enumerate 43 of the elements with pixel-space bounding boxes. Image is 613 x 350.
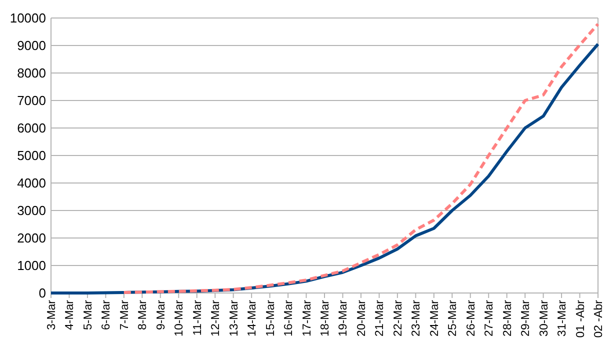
y-tick-label: 10000 (10, 10, 46, 26)
x-tick-label: 16-Mar (283, 300, 296, 336)
x-tick-label: 12-Mar (210, 300, 222, 336)
x-tick-label: 30-Mar (538, 300, 550, 336)
x-tick-label: 5-Mar (82, 300, 94, 330)
x-tick-label: 25-Mar (447, 300, 460, 336)
line-series (122, 22, 600, 294)
x-tick-label: 18-Mar (320, 300, 332, 336)
x-tick-label: 29-Mar (520, 300, 532, 336)
x-tick-label: 21-Mar (374, 300, 386, 336)
y-tick-label: 6000 (17, 120, 46, 136)
x-tick-label: 3-Mar (46, 300, 58, 330)
x-tick-label: 28-Mar (502, 300, 514, 336)
x-tick-label: 24-Mar (428, 300, 441, 336)
y-tick-label: 4000 (17, 176, 46, 191)
x-tick-label: 14-Mar (246, 300, 259, 336)
y-tick-label: 3000 (17, 203, 46, 218)
x-tick-label: 13-Mar (228, 300, 240, 336)
x-tick-label: 4-Mar (64, 300, 76, 330)
x-tick-label: 6-Mar (100, 300, 113, 330)
x-tick-label: 02 -Abr (593, 300, 605, 338)
x-tick-label: 27-Mar (484, 300, 496, 336)
x-tick-label: 01 -Abr (574, 300, 587, 338)
x-tick-label: 26-Mar (465, 300, 478, 336)
y-tick-label: 7000 (17, 93, 46, 108)
x-tick-label: 11-Mar (192, 300, 204, 336)
y-tick-label: 0 (38, 286, 46, 301)
x-tick-label: 20-Mar (356, 300, 368, 336)
x-tick-label: 19-Mar (338, 300, 350, 336)
x-tick-label: 31-Mar (556, 300, 569, 336)
x-tick-label: 17-Mar (301, 300, 314, 336)
x-tick-label: 23-Mar (410, 300, 423, 336)
x-tick-label: 7-Mar (118, 300, 131, 330)
y-tick-label: 5000 (17, 148, 46, 164)
x-tick-label: 9-Mar (155, 300, 168, 330)
y-tick-label: 1000 (17, 258, 46, 274)
x-tick-label: 10-Mar (174, 300, 186, 336)
y-tick-label: 9000 (17, 38, 46, 54)
x-tick-label: 8-Mar (137, 300, 150, 330)
y-tick-label: 8000 (17, 66, 46, 81)
y-tick-label: 2000 (17, 230, 46, 246)
x-tick-label: 22-Mar (392, 300, 404, 336)
x-tick-label: 15-Mar (264, 300, 277, 336)
